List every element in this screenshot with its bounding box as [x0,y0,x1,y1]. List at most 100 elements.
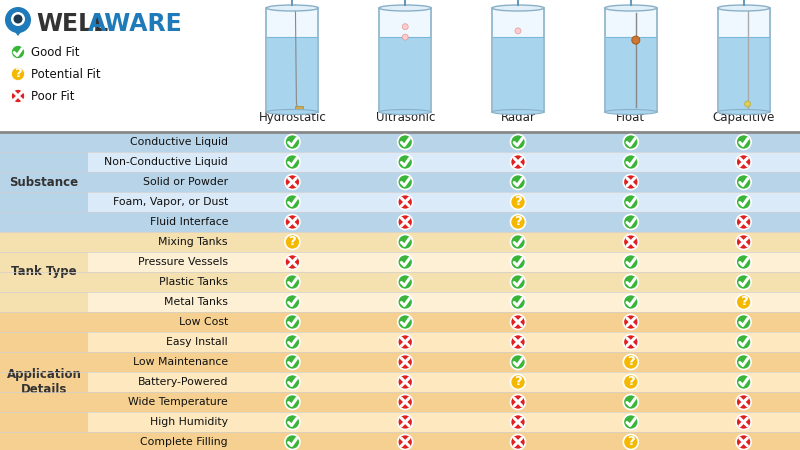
Circle shape [736,255,751,270]
Circle shape [398,435,413,450]
Circle shape [398,274,413,289]
Circle shape [623,274,638,289]
Bar [0,212,800,232]
Bar [0,272,800,292]
Text: ?: ? [514,215,522,228]
Circle shape [510,435,526,450]
Circle shape [736,175,751,189]
Text: AWARE: AWARE [88,12,182,36]
Circle shape [623,154,638,170]
Text: Low Maintenance: Low Maintenance [133,357,228,367]
Circle shape [623,135,638,149]
Text: ?: ? [627,355,634,368]
Circle shape [285,435,300,450]
Bar [0,0,800,132]
Circle shape [398,154,413,170]
Circle shape [398,414,413,429]
Circle shape [623,315,638,329]
Circle shape [510,234,526,249]
Text: Good Fit: Good Fit [31,45,79,58]
Bar [0,372,800,392]
Text: Conductive Liquid: Conductive Liquid [130,137,228,147]
Circle shape [285,154,300,170]
Bar [0,332,800,352]
Text: Float: Float [616,111,646,124]
Bar [0,352,800,372]
Bar [379,8,431,112]
Ellipse shape [605,109,657,114]
Text: Capacitive: Capacitive [713,111,774,124]
Circle shape [398,175,413,189]
Text: Radar: Radar [501,111,535,124]
Circle shape [510,414,526,429]
Circle shape [623,294,638,310]
Bar [295,106,303,111]
Circle shape [510,154,526,170]
Circle shape [510,215,526,230]
Ellipse shape [492,5,544,11]
Text: Easy Install: Easy Install [166,337,228,347]
Circle shape [11,89,25,103]
Text: ?: ? [289,235,296,248]
Text: ?: ? [514,195,522,208]
Bar [0,152,800,172]
Circle shape [14,14,22,23]
Text: ?: ? [514,375,522,388]
Circle shape [736,395,751,410]
Text: ?: ? [627,435,634,448]
Text: ?: ? [627,375,634,388]
Circle shape [402,34,408,40]
Bar [0,172,800,192]
Bar [0,312,800,332]
Text: Wide Temperature: Wide Temperature [128,397,228,407]
Circle shape [285,135,300,149]
Circle shape [623,215,638,230]
Text: Potential Fit: Potential Fit [31,68,101,81]
Circle shape [623,175,638,189]
Circle shape [623,435,638,450]
Circle shape [398,395,413,410]
Circle shape [402,24,408,30]
Circle shape [285,255,300,270]
Bar [0,192,800,212]
Circle shape [736,334,751,350]
Circle shape [11,67,25,81]
Circle shape [736,154,751,170]
Text: Solid or Powder: Solid or Powder [143,177,228,187]
Bar [0,252,800,272]
Circle shape [510,175,526,189]
Circle shape [632,36,640,44]
Circle shape [11,12,25,26]
Bar [605,8,657,112]
Text: Metal Tanks: Metal Tanks [164,297,228,307]
Bar [380,37,430,111]
Circle shape [285,234,300,249]
Circle shape [510,355,526,369]
Circle shape [285,355,300,369]
Circle shape [623,414,638,429]
Polygon shape [9,24,27,36]
Text: Low Cost: Low Cost [178,317,228,327]
Circle shape [623,374,638,390]
Circle shape [745,101,750,107]
Circle shape [736,274,751,289]
Circle shape [736,435,751,450]
Text: Hydrostatic: Hydrostatic [258,111,326,124]
Circle shape [11,45,25,59]
Bar [0,132,88,232]
Ellipse shape [718,5,770,11]
Circle shape [510,374,526,390]
Circle shape [398,315,413,329]
Circle shape [510,395,526,410]
Circle shape [285,395,300,410]
Bar [0,392,800,412]
Circle shape [398,215,413,230]
Circle shape [5,7,31,33]
Bar [0,412,800,432]
Circle shape [736,355,751,369]
Ellipse shape [379,5,431,11]
Circle shape [736,414,751,429]
Circle shape [736,374,751,390]
Text: Application
Details: Application Details [6,368,82,396]
Text: Substance: Substance [10,176,78,189]
